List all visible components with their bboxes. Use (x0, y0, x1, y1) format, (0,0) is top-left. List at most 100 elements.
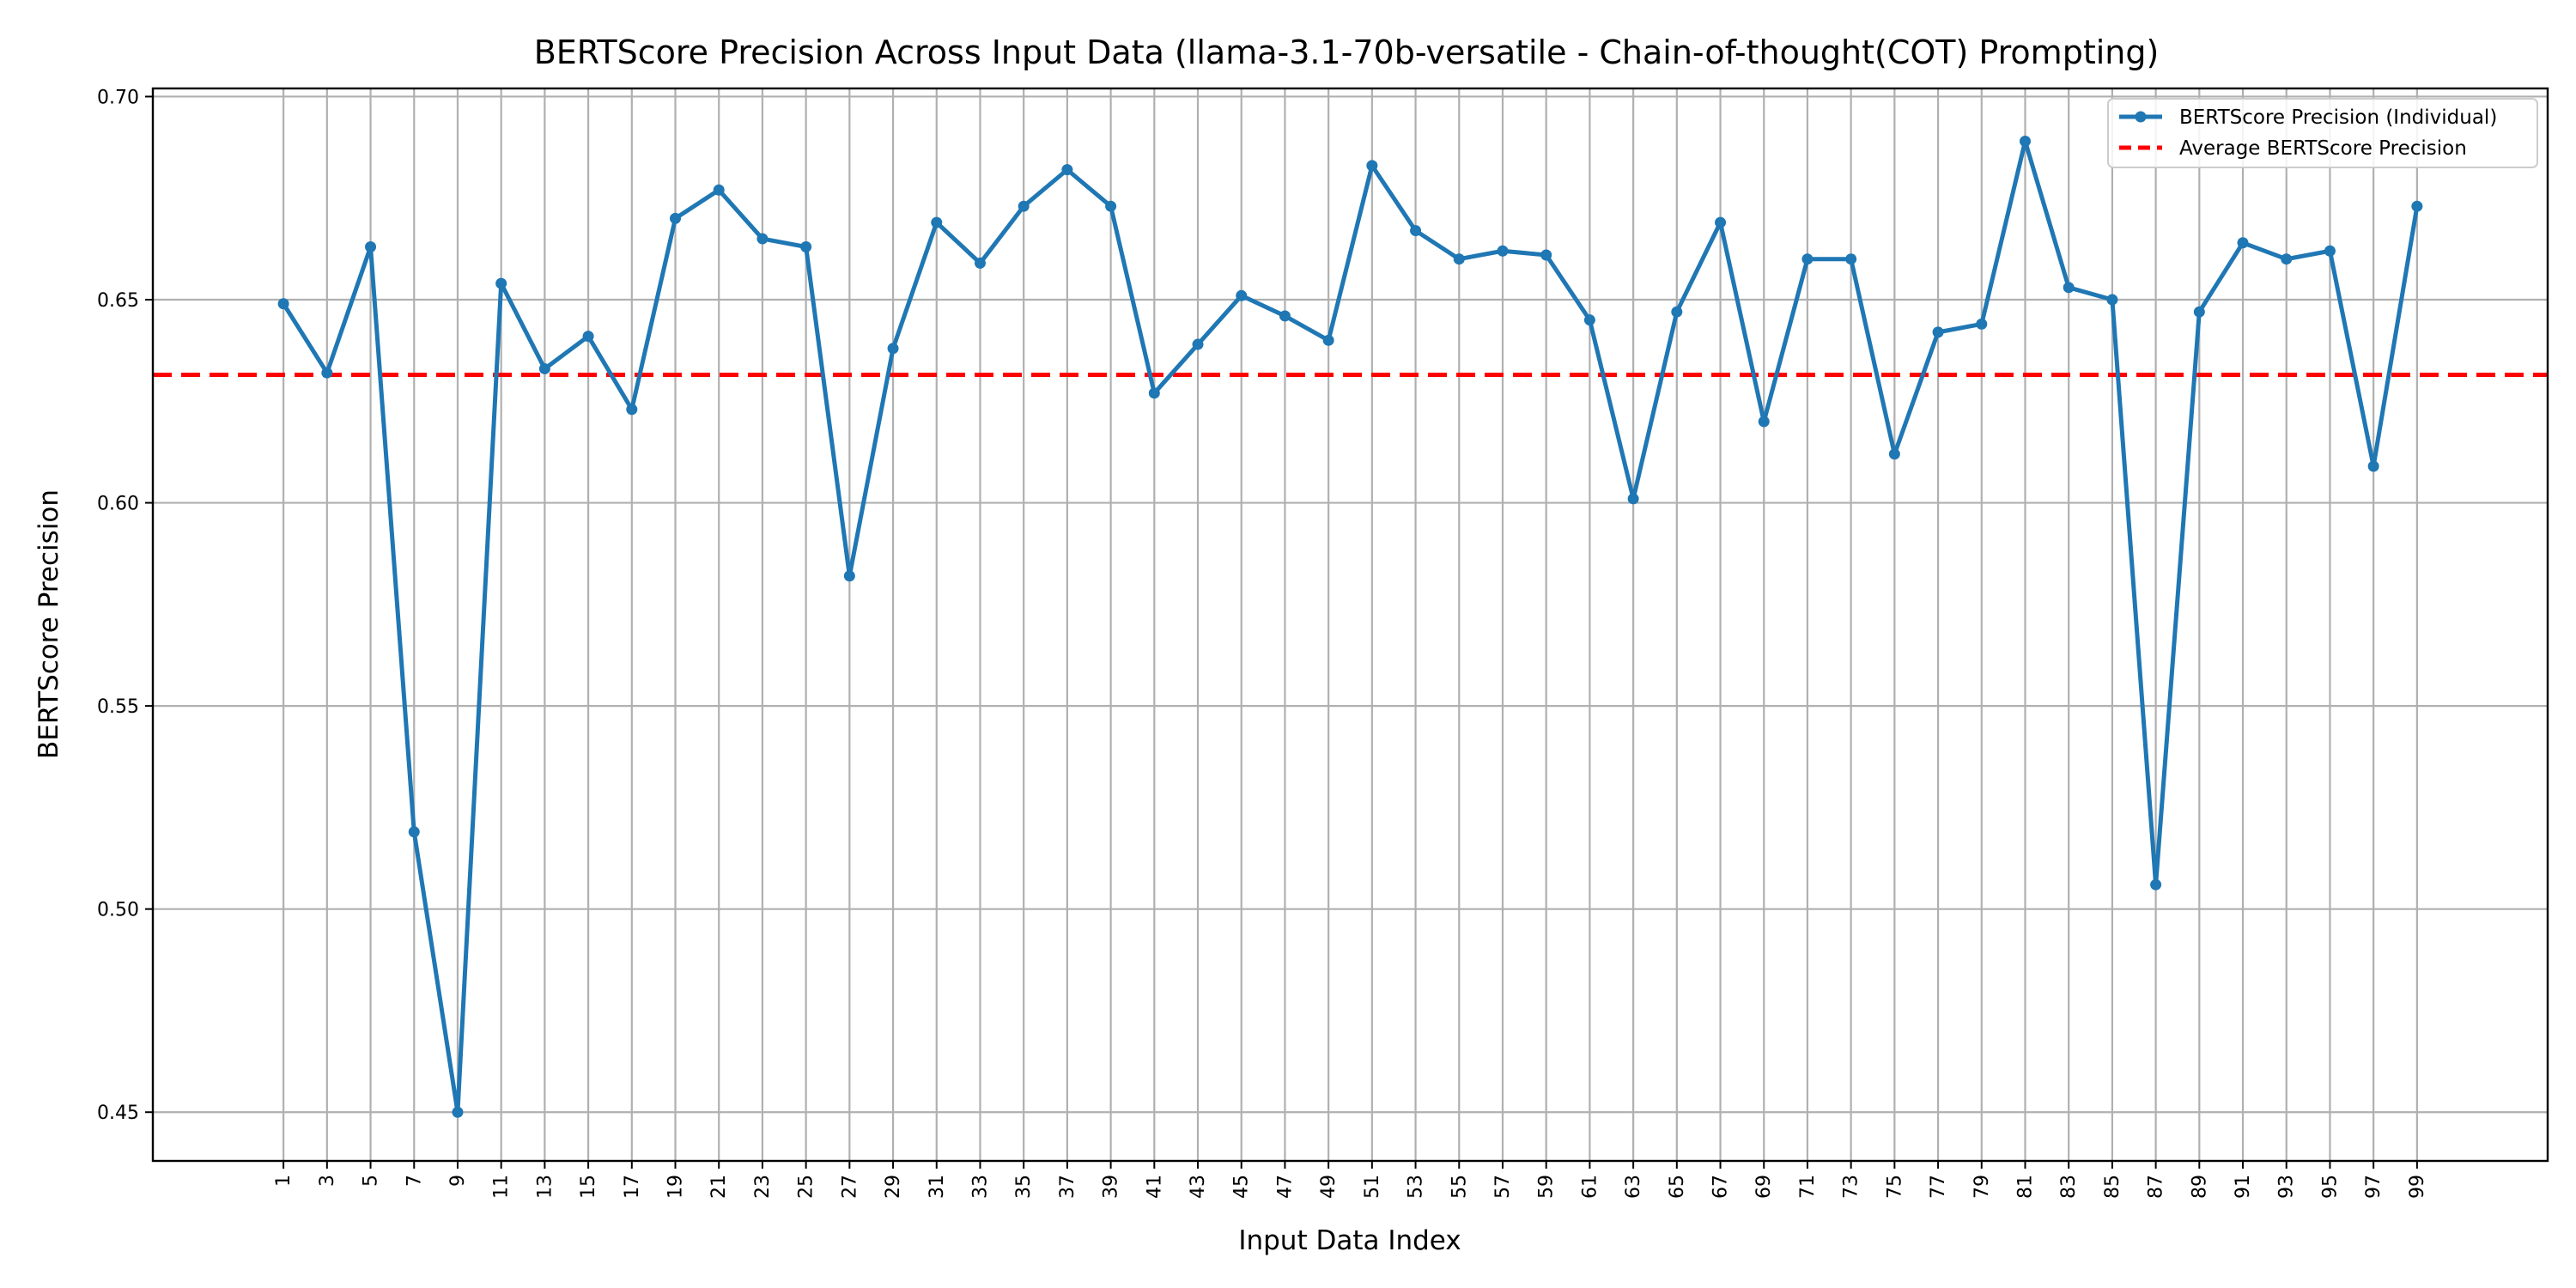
chart-title: BERTScore Precision Across Input Data (l… (534, 33, 2160, 71)
data-point (1018, 200, 1030, 212)
grid-lines (153, 88, 2548, 1161)
data-point (2019, 136, 2031, 148)
x-tick-label: 51 (1362, 1175, 1383, 1199)
data-point (538, 362, 550, 374)
y-tick-label: 0.70 (97, 87, 139, 108)
data-point (713, 184, 725, 196)
y-tick-label: 0.65 (97, 290, 139, 312)
data-point (1976, 318, 1988, 330)
x-tick-label: 71 (1797, 1175, 1819, 1199)
data-point (2367, 460, 2379, 472)
x-tick-label: 93 (2276, 1175, 2298, 1199)
plot-frame (151, 87, 2549, 1163)
x-tick-label: 19 (665, 1175, 687, 1199)
data-point (495, 277, 507, 289)
y-tick-label: 0.50 (97, 900, 139, 921)
data-point (1583, 314, 1595, 326)
data-point (2063, 282, 2075, 294)
legend-marker-individual (2135, 111, 2147, 123)
x-tick-label: 25 (796, 1175, 817, 1199)
x-tick-label: 23 (752, 1175, 774, 1199)
data-point (2150, 878, 2162, 890)
data-point (1671, 306, 1683, 318)
x-tick-label: 97 (2363, 1175, 2385, 1199)
data-point (974, 257, 986, 269)
legend-label-average: Average BERTScore Precision (2179, 137, 2467, 160)
series-layer (277, 136, 2423, 1118)
data-point (2411, 200, 2423, 212)
data-point (887, 343, 899, 355)
x-tick-label: 65 (1667, 1175, 1688, 1199)
x-tick-label: 31 (927, 1175, 948, 1199)
x-tick-label: 89 (2189, 1175, 2210, 1199)
data-point (1366, 160, 1378, 172)
y-axis-label: BERTScore Precision (33, 489, 64, 759)
legend: BERTScore Precision (Individual) Average… (2107, 98, 2538, 168)
x-tick-label: 9 (447, 1175, 469, 1187)
x-tick-label: 95 (2319, 1175, 2341, 1199)
data-point (1715, 216, 1727, 228)
x-tick-label: 21 (708, 1175, 730, 1199)
data-point (2237, 237, 2249, 249)
x-tick-label: 69 (1753, 1175, 1775, 1199)
data-point (1105, 200, 1117, 212)
data-point (843, 570, 855, 582)
x-tick-label: 11 (491, 1175, 513, 1199)
data-point (321, 367, 333, 379)
x-tick-label: 45 (1231, 1175, 1253, 1199)
data-point (626, 404, 638, 416)
data-point (277, 298, 289, 310)
y-axis: 0.45 0.50 0.55 0.60 0.65 0.70 (97, 87, 153, 1124)
x-tick-label: 13 (534, 1175, 556, 1199)
x-tick-label: 61 (1579, 1175, 1601, 1199)
data-point (1453, 253, 1465, 265)
data-point (1410, 225, 1422, 237)
data-point (452, 1106, 464, 1118)
x-tick-label: 47 (1274, 1175, 1296, 1199)
data-point (1497, 245, 1509, 257)
x-tick-label: 55 (1449, 1175, 1470, 1199)
data-point (2281, 253, 2293, 265)
legend-box (2107, 98, 2538, 168)
data-point (931, 216, 943, 228)
legend-label-individual: BERTScore Precision (Individual) (2179, 106, 2497, 129)
data-point (1236, 289, 1248, 301)
x-tick-label: 57 (1492, 1175, 1514, 1199)
x-axis: 1 3 5 7 9 11 13 15 17 19 21 23 25 27 29 31 33 35 37 39 41 43 4… (273, 1161, 2428, 1199)
data-point (1061, 164, 1073, 176)
data-point (1801, 253, 1814, 265)
data-point (2324, 245, 2336, 257)
x-tick-label: 73 (1841, 1175, 1862, 1199)
x-tick-label: 1 (273, 1175, 295, 1187)
data-point (1932, 326, 1944, 338)
data-point (408, 826, 420, 838)
data-point (1758, 416, 1770, 428)
x-tick-label: 41 (1144, 1175, 1165, 1199)
data-point (1322, 334, 1334, 346)
data-point (2193, 306, 2205, 318)
data-point (365, 241, 377, 253)
x-tick-label: 81 (2014, 1175, 2036, 1199)
series-line-individual (282, 139, 2420, 1115)
x-axis-label: Input Data Index (1238, 1225, 1461, 1256)
x-tick-label: 83 (2058, 1175, 2080, 1199)
x-tick-label: 43 (1188, 1175, 1209, 1199)
data-point (582, 331, 594, 343)
y-tick-label: 0.60 (97, 494, 139, 515)
x-tick-label: 17 (622, 1175, 643, 1199)
data-point (800, 241, 812, 253)
x-tick-label: 87 (2146, 1175, 2167, 1199)
data-point (1888, 448, 1900, 460)
x-tick-label: 91 (2233, 1175, 2254, 1199)
data-point (1627, 493, 1639, 505)
x-tick-label: 33 (969, 1175, 991, 1199)
x-tick-label: 7 (404, 1175, 425, 1187)
x-tick-label: 79 (1971, 1175, 1993, 1199)
x-tick-label: 39 (1101, 1175, 1122, 1199)
x-tick-label: 49 (1318, 1175, 1340, 1199)
data-point (1279, 310, 1291, 322)
data-point (670, 212, 682, 224)
x-tick-label: 27 (839, 1175, 860, 1199)
y-tick-label: 0.45 (97, 1103, 139, 1124)
